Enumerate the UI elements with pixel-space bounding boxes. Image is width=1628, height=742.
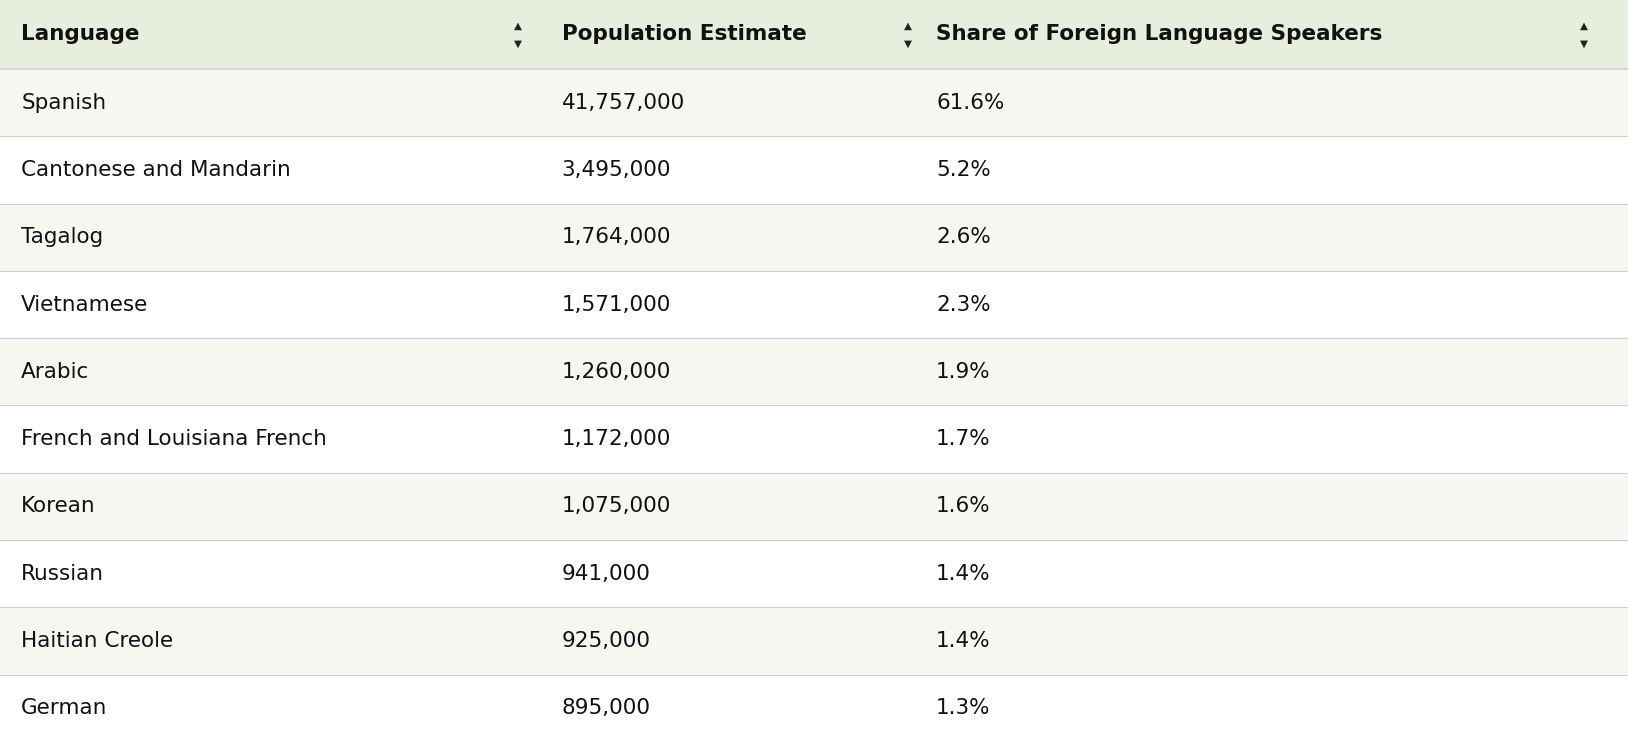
Text: 1,075,000: 1,075,000 — [562, 496, 671, 516]
Text: Share of Foreign Language Speakers: Share of Foreign Language Speakers — [936, 24, 1382, 45]
Text: ▲: ▲ — [905, 21, 912, 30]
Bar — [0, 338, 1628, 405]
Text: 2.3%: 2.3% — [936, 295, 991, 315]
Text: 1.9%: 1.9% — [936, 362, 991, 382]
Text: Spanish: Spanish — [21, 93, 106, 113]
Text: 1.4%: 1.4% — [936, 564, 991, 584]
Text: 1,260,000: 1,260,000 — [562, 362, 671, 382]
Text: 61.6%: 61.6% — [936, 93, 1004, 113]
Text: ▲: ▲ — [514, 21, 521, 30]
Text: Cantonese and Mandarin: Cantonese and Mandarin — [21, 160, 291, 180]
Text: 1,764,000: 1,764,000 — [562, 227, 671, 247]
Bar — [0, 540, 1628, 608]
Bar — [0, 0, 1628, 69]
Text: 1.4%: 1.4% — [936, 631, 991, 651]
Text: Population Estimate: Population Estimate — [562, 24, 806, 45]
Bar — [0, 203, 1628, 271]
Text: 5.2%: 5.2% — [936, 160, 991, 180]
Text: 941,000: 941,000 — [562, 564, 651, 584]
Text: 1.3%: 1.3% — [936, 698, 990, 718]
Bar — [0, 405, 1628, 473]
Bar — [0, 271, 1628, 338]
Text: Russian: Russian — [21, 564, 104, 584]
Text: 2.6%: 2.6% — [936, 227, 991, 247]
Text: French and Louisiana French: French and Louisiana French — [21, 429, 327, 449]
Text: Tagalog: Tagalog — [21, 227, 104, 247]
Bar — [0, 137, 1628, 203]
Text: 1.7%: 1.7% — [936, 429, 991, 449]
Text: 41,757,000: 41,757,000 — [562, 93, 685, 113]
Text: 925,000: 925,000 — [562, 631, 651, 651]
Bar — [0, 608, 1628, 674]
Bar — [0, 674, 1628, 742]
Bar — [0, 69, 1628, 137]
Text: ▼: ▼ — [1581, 39, 1587, 48]
Text: ▼: ▼ — [905, 39, 912, 48]
Text: ▼: ▼ — [514, 39, 521, 48]
Text: 1,172,000: 1,172,000 — [562, 429, 671, 449]
Text: 895,000: 895,000 — [562, 698, 651, 718]
Text: Arabic: Arabic — [21, 362, 90, 382]
Text: Haitian Creole: Haitian Creole — [21, 631, 173, 651]
Text: 1.6%: 1.6% — [936, 496, 991, 516]
Text: Vietnamese: Vietnamese — [21, 295, 148, 315]
Text: Language: Language — [21, 24, 140, 45]
Text: ▲: ▲ — [1581, 21, 1587, 30]
Text: Korean: Korean — [21, 496, 96, 516]
Text: German: German — [21, 698, 107, 718]
Bar — [0, 473, 1628, 540]
Text: 1,571,000: 1,571,000 — [562, 295, 671, 315]
Text: 3,495,000: 3,495,000 — [562, 160, 671, 180]
